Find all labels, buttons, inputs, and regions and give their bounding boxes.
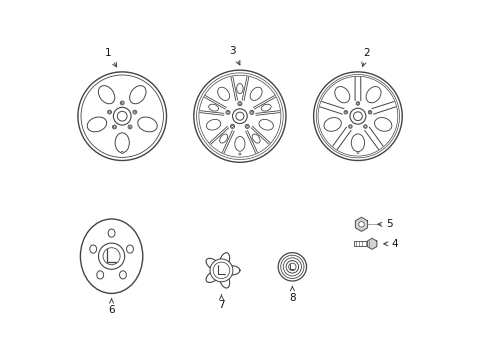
Circle shape: [239, 153, 241, 155]
Ellipse shape: [138, 117, 157, 132]
Circle shape: [128, 125, 132, 129]
Ellipse shape: [108, 229, 115, 237]
Circle shape: [113, 107, 131, 125]
Circle shape: [344, 111, 347, 114]
Circle shape: [121, 102, 123, 104]
Circle shape: [344, 111, 346, 113]
Circle shape: [81, 75, 163, 157]
Circle shape: [237, 102, 242, 106]
Circle shape: [353, 112, 362, 121]
Circle shape: [356, 152, 358, 153]
Circle shape: [364, 126, 366, 127]
Circle shape: [133, 110, 137, 114]
Circle shape: [349, 126, 351, 127]
Ellipse shape: [217, 87, 229, 100]
Circle shape: [225, 110, 229, 114]
Ellipse shape: [90, 245, 97, 253]
Circle shape: [103, 248, 120, 265]
Circle shape: [213, 262, 229, 279]
Text: 6: 6: [108, 299, 115, 315]
Circle shape: [113, 126, 115, 128]
Circle shape: [317, 76, 397, 156]
Circle shape: [367, 111, 371, 114]
Circle shape: [246, 125, 248, 127]
Text: 3: 3: [229, 46, 240, 65]
Ellipse shape: [87, 117, 106, 132]
Circle shape: [363, 125, 366, 128]
Circle shape: [356, 103, 358, 104]
Circle shape: [368, 111, 370, 113]
Circle shape: [283, 258, 301, 276]
Ellipse shape: [374, 117, 391, 131]
Ellipse shape: [250, 87, 262, 100]
Text: 7: 7: [218, 295, 224, 310]
Ellipse shape: [236, 84, 243, 94]
Circle shape: [288, 263, 295, 270]
Circle shape: [250, 111, 252, 113]
Ellipse shape: [219, 134, 227, 143]
Circle shape: [278, 253, 306, 281]
Circle shape: [249, 110, 253, 114]
Polygon shape: [355, 217, 367, 231]
Circle shape: [129, 126, 131, 128]
Ellipse shape: [261, 104, 270, 111]
Ellipse shape: [324, 117, 341, 131]
Circle shape: [196, 73, 283, 159]
Circle shape: [244, 124, 249, 129]
Circle shape: [108, 111, 110, 113]
Text: 2: 2: [361, 48, 369, 67]
Circle shape: [358, 221, 364, 227]
Circle shape: [230, 124, 234, 129]
Circle shape: [226, 111, 228, 113]
Polygon shape: [366, 238, 376, 249]
Polygon shape: [205, 253, 240, 288]
Circle shape: [349, 108, 365, 124]
Ellipse shape: [98, 86, 115, 104]
Ellipse shape: [129, 86, 146, 104]
Ellipse shape: [252, 134, 260, 143]
Circle shape: [210, 259, 232, 282]
Text: 5: 5: [377, 219, 392, 229]
Ellipse shape: [115, 133, 129, 153]
Ellipse shape: [334, 86, 349, 103]
Text: 4: 4: [383, 239, 397, 249]
Circle shape: [134, 111, 136, 113]
Circle shape: [121, 152, 123, 154]
Circle shape: [235, 112, 244, 120]
Text: 8: 8: [288, 287, 295, 302]
Ellipse shape: [126, 245, 133, 253]
Circle shape: [117, 111, 127, 121]
Ellipse shape: [97, 271, 103, 279]
Text: 1: 1: [104, 48, 117, 67]
Ellipse shape: [206, 120, 220, 130]
Circle shape: [112, 125, 116, 129]
Circle shape: [238, 103, 241, 105]
Circle shape: [78, 72, 166, 161]
Circle shape: [232, 109, 247, 123]
Ellipse shape: [234, 136, 244, 151]
Circle shape: [107, 110, 111, 114]
Bar: [353, 241, 371, 246]
Ellipse shape: [208, 104, 218, 111]
Circle shape: [98, 243, 124, 269]
Ellipse shape: [119, 271, 126, 279]
Circle shape: [193, 70, 285, 162]
Ellipse shape: [80, 219, 142, 293]
Circle shape: [231, 125, 233, 127]
Ellipse shape: [259, 120, 273, 130]
Circle shape: [313, 72, 402, 161]
Circle shape: [280, 255, 304, 279]
Circle shape: [120, 101, 124, 105]
Ellipse shape: [350, 134, 364, 152]
Ellipse shape: [366, 86, 380, 103]
Circle shape: [285, 261, 298, 273]
Circle shape: [316, 75, 399, 158]
Circle shape: [355, 102, 359, 105]
Circle shape: [199, 75, 280, 157]
Circle shape: [348, 125, 351, 128]
